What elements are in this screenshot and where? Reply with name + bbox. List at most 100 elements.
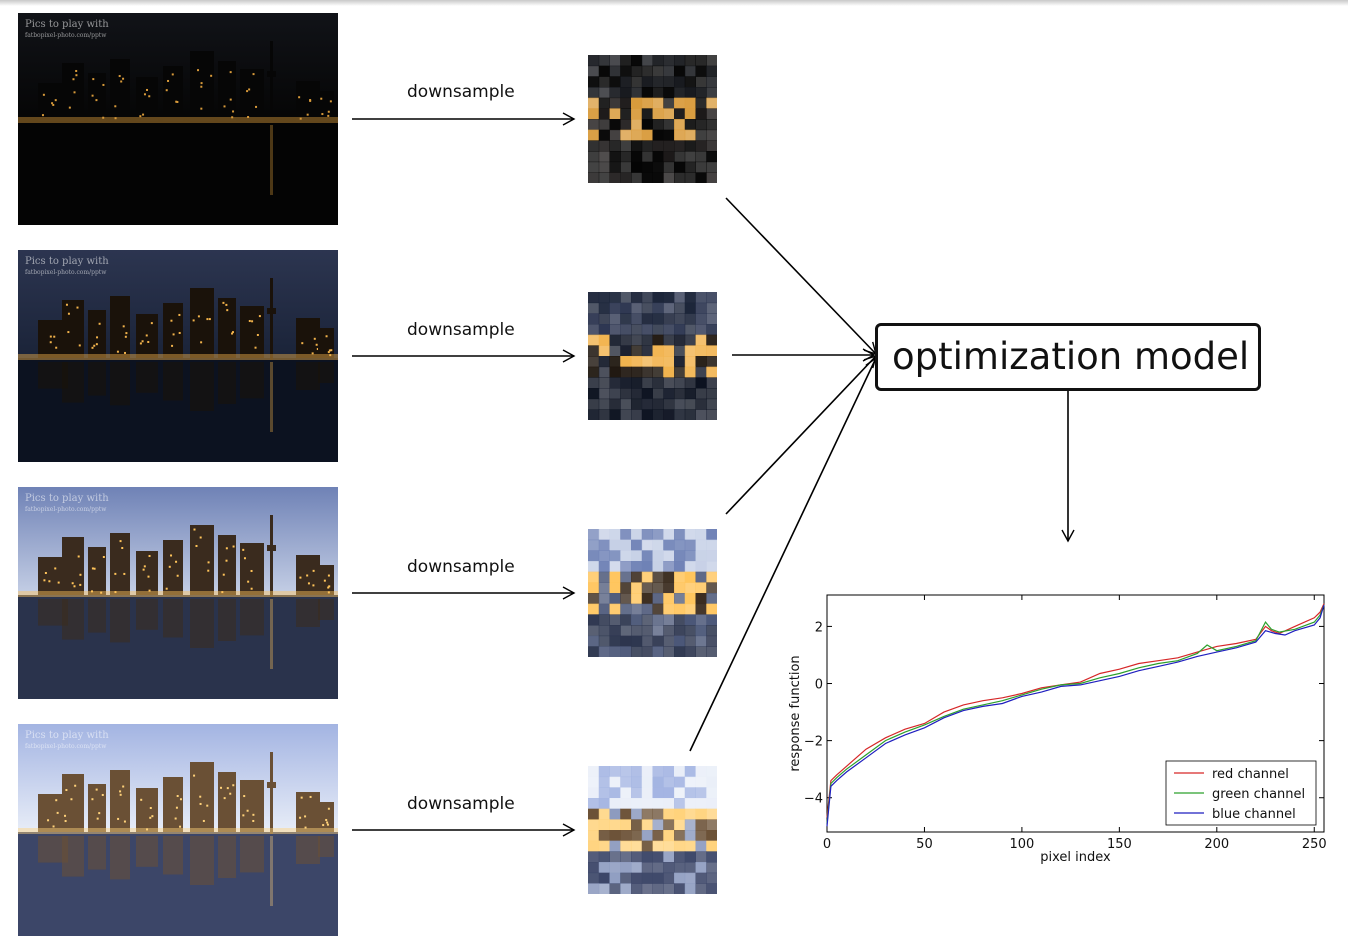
pixel-block xyxy=(631,388,643,400)
window-light xyxy=(96,817,99,820)
pixel-block xyxy=(695,646,707,657)
pixel-block xyxy=(663,603,675,615)
pixel-block xyxy=(631,292,643,304)
pixel-block xyxy=(620,851,632,863)
pixel-block xyxy=(620,172,632,183)
pixel-block xyxy=(706,614,717,626)
pixel-block xyxy=(684,529,696,541)
pixel-block xyxy=(684,625,696,637)
pixel-block xyxy=(609,614,621,626)
pixel-block xyxy=(652,388,664,400)
window-light xyxy=(64,820,67,823)
pixel-block xyxy=(684,851,696,863)
pixel-block xyxy=(631,377,643,389)
pixel-block xyxy=(684,798,696,810)
pixel-block xyxy=(663,345,675,357)
pixel-block xyxy=(620,129,632,141)
building-reflection xyxy=(163,836,183,875)
pixel-block xyxy=(695,398,707,410)
pixel-block xyxy=(684,635,696,647)
pixel-block xyxy=(620,819,632,831)
window-light xyxy=(121,547,124,550)
building xyxy=(110,770,130,832)
window-light xyxy=(96,336,99,339)
pixel-block xyxy=(641,292,653,304)
building xyxy=(218,772,236,832)
pixel-block xyxy=(631,55,643,67)
pixel-block xyxy=(598,129,610,141)
pixel-block xyxy=(631,334,643,346)
window-light xyxy=(123,572,126,575)
pixel-block xyxy=(598,603,610,615)
pixel-block xyxy=(631,324,643,336)
building-reflection xyxy=(240,125,264,162)
pixel-block xyxy=(609,65,621,77)
pixel-block xyxy=(706,808,717,820)
pixel-block xyxy=(695,55,707,67)
series-line-green-channel xyxy=(826,604,1325,824)
pixel-block xyxy=(588,302,600,314)
shoreline-lights xyxy=(18,117,338,123)
window-light xyxy=(229,98,232,101)
downsampled-thumbnail-3 xyxy=(588,529,717,657)
pixel-block xyxy=(598,76,610,88)
window-light xyxy=(146,828,149,831)
pixel-block xyxy=(663,582,675,594)
pixel-block xyxy=(609,366,621,378)
window-light xyxy=(122,785,125,788)
pixel-block xyxy=(598,65,610,77)
pixel-block xyxy=(652,582,664,594)
pixel-block xyxy=(684,840,696,852)
pixel-block xyxy=(695,808,707,820)
pixel-block xyxy=(588,140,600,152)
pixel-block xyxy=(663,388,675,400)
window-light xyxy=(258,315,261,318)
building-reflection xyxy=(218,836,236,878)
building xyxy=(88,310,106,358)
pixel-block xyxy=(641,398,653,410)
pixel-block xyxy=(706,366,717,378)
pixel-block xyxy=(588,366,600,378)
pixel-block xyxy=(706,571,717,583)
window-light xyxy=(91,567,94,570)
window-light xyxy=(116,350,119,353)
pixel-block xyxy=(598,292,610,304)
window-light xyxy=(55,799,58,802)
pixel-block xyxy=(641,388,653,400)
pixel-block xyxy=(652,119,664,131)
pixel-block xyxy=(641,776,653,788)
pixel-block xyxy=(684,819,696,831)
pixel-block xyxy=(588,819,600,831)
window-light xyxy=(306,574,309,577)
pixel-block xyxy=(684,830,696,842)
window-light xyxy=(176,795,179,798)
window-light xyxy=(329,354,332,357)
pixel-block xyxy=(663,550,675,562)
window-light xyxy=(167,79,170,82)
window-light xyxy=(114,117,117,120)
pixel-block xyxy=(695,539,707,551)
pixel-block xyxy=(641,324,653,336)
pixel-block xyxy=(706,65,717,77)
pixel-block xyxy=(609,561,621,573)
window-light xyxy=(150,322,153,325)
pixel-block xyxy=(652,292,664,304)
building-reflection xyxy=(136,125,158,156)
pixel-block xyxy=(663,313,675,325)
pixel-block xyxy=(652,862,664,874)
pixel-block xyxy=(695,830,707,842)
pixel-block xyxy=(695,151,707,163)
window-light xyxy=(140,798,143,801)
pixel-block xyxy=(663,172,675,183)
pixel-block xyxy=(609,140,621,152)
pixel-block xyxy=(663,766,675,778)
pixel-block xyxy=(620,635,632,647)
pixel-block xyxy=(631,883,643,894)
pixel-block xyxy=(641,55,653,67)
pixel-block xyxy=(588,356,600,368)
pixel-block xyxy=(641,561,653,573)
window-light xyxy=(256,333,259,336)
window-light xyxy=(226,309,229,312)
pixel-block xyxy=(641,550,653,562)
pixel-block xyxy=(652,593,664,605)
